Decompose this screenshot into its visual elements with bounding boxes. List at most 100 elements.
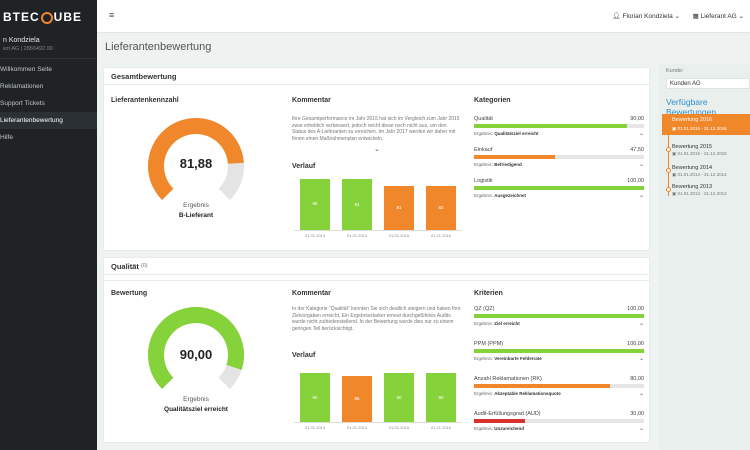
score-value: 100,00 bbox=[627, 306, 644, 312]
score-bar bbox=[474, 124, 644, 128]
rating-item-range-text: 01.01.2015 - 31.12.2015 bbox=[677, 151, 727, 156]
rating-item[interactable]: Bewertung 2014 ▣ 01.01.2014 - 31.12.2014 bbox=[672, 165, 750, 178]
score-result-value: Unzureichend bbox=[494, 426, 525, 431]
comment-text: In der Kategorie "Qualität" konnten Sie … bbox=[292, 306, 461, 332]
expand-comment-chevron-down-icon[interactable]: ⌄ bbox=[374, 146, 380, 153]
score-bar bbox=[474, 155, 644, 159]
sidebar-user-info: ezi AG | 2866492.00 bbox=[3, 46, 53, 52]
comment-title: Kommentar bbox=[292, 97, 331, 104]
expand-chevron-down-icon[interactable]: ⌄ bbox=[638, 131, 644, 137]
bar-date-label: 01.01.2016 bbox=[430, 425, 452, 430]
sidebar-item-welcome[interactable]: Willkommen Seite bbox=[0, 61, 97, 78]
rating-item-range: ▣ 01.01.2015 - 31.12.2015 bbox=[672, 151, 750, 157]
history-bar[interactable]: 82 bbox=[426, 185, 456, 230]
gauge-chart bbox=[148, 307, 244, 389]
calendar-icon: ▣ bbox=[672, 151, 677, 156]
bar-date-label: 01.01.2015 bbox=[388, 425, 410, 430]
sidebar-item-support-tickets[interactable]: Support Tickets bbox=[0, 95, 97, 112]
user-menu[interactable]: 👤︎ Florian Kondziela ⌄ bbox=[612, 12, 680, 20]
score-result-value: Ausgezeichnet bbox=[494, 193, 527, 198]
rating-item[interactable]: Bewertung 2013 ▣ 01.01.2013 - 31.12.2013 bbox=[672, 184, 750, 197]
expand-chevron-down-icon[interactable]: ⌄ bbox=[638, 162, 644, 168]
bar-value-label: 95 bbox=[312, 201, 318, 207]
card-count-badge: (0) bbox=[140, 263, 148, 269]
bar-value-label: 85 bbox=[354, 396, 360, 402]
bar-date-label: 01.01.2014 bbox=[346, 233, 368, 238]
rating-item[interactable]: Bewertung 2015 ▣ 01.01.2015 - 31.12.2015 bbox=[672, 144, 750, 157]
comment-title: Kommentar bbox=[292, 290, 331, 297]
score-bar bbox=[474, 384, 644, 388]
kpi-title: Bewertung bbox=[111, 290, 148, 297]
rating-item-range-text: 01.01.2014 - 31.12.2014 bbox=[677, 172, 727, 177]
sidebar-item-label: Reklamationen bbox=[0, 83, 44, 90]
expand-chevron-down-icon[interactable]: ⌄ bbox=[638, 193, 644, 199]
company-menu[interactable]: ▦ Lieferant AG ⌄ bbox=[693, 12, 744, 20]
score-result: Ergebnis: Qualitätsziel erreicht bbox=[474, 131, 539, 136]
expand-chevron-down-icon[interactable]: ⌄ bbox=[638, 391, 644, 397]
sidebar-item-label: Hilfe bbox=[0, 134, 14, 141]
score-result: Ergebnis: Vereinbarte Fehlerrate bbox=[474, 356, 542, 361]
user-icon: 👤︎ bbox=[612, 13, 621, 20]
score-bar-fill bbox=[474, 384, 610, 388]
bar-value-label: 82 bbox=[438, 204, 444, 210]
sidebar-item-complaints[interactable]: Reklamationen bbox=[0, 78, 97, 95]
history-bar[interactable]: 85 bbox=[342, 376, 372, 422]
rating-item-active[interactable]: Bewertung 2016 ▣ 01.01.2016 - 31.12.2016 bbox=[662, 114, 750, 135]
score-result: Ergebnis: Ziel erreicht bbox=[474, 321, 520, 326]
gauge-label: Ergebnis bbox=[183, 202, 209, 209]
divider bbox=[104, 280, 649, 281]
rating-item-range: ▣ 01.01.2014 - 31.12.2014 bbox=[672, 172, 750, 178]
history-bar[interactable]: 94 bbox=[342, 179, 372, 230]
score-result: Ergebnis: Akzeptable Reklamationsquote bbox=[474, 391, 561, 396]
bar-value-label: 90 bbox=[396, 394, 402, 400]
user-menu-label: Florian Kondziela bbox=[622, 13, 673, 20]
score-bar bbox=[474, 419, 644, 423]
expand-chevron-down-icon[interactable]: ⌄ bbox=[638, 426, 644, 432]
gauge-value: 90,00 bbox=[179, 347, 213, 362]
score-result-value: Akzeptable Reklamationsquote bbox=[494, 391, 561, 396]
score-result-label: Ergebnis: bbox=[474, 391, 494, 396]
timeline-dot-icon bbox=[666, 168, 671, 173]
expand-chevron-down-icon[interactable]: ⌄ bbox=[638, 321, 644, 327]
score-result-label: Ergebnis: bbox=[474, 426, 494, 431]
score-bar-fill bbox=[474, 314, 644, 318]
available-ratings-heading: Verfügbare Bewertungen bbox=[666, 97, 717, 117]
gauge-label: Ergebnis bbox=[183, 396, 209, 403]
topbar: ≡ 👤︎ Florian Kondziela ⌄ ▦ Lieferant AG … bbox=[97, 0, 750, 33]
score-result-value: Befriedigend bbox=[494, 162, 522, 167]
kpi-title: Lieferantenkennzahl bbox=[111, 97, 179, 104]
history-chart: 90 01.01.2013 85 01.01.2014 90 01.01.2015 90 01… bbox=[294, 368, 462, 432]
axis-line bbox=[294, 422, 462, 423]
expand-chevron-down-icon[interactable]: ⌄ bbox=[638, 356, 644, 362]
score-bar-fill bbox=[474, 349, 644, 353]
score-bar-fill bbox=[474, 419, 525, 423]
sidebar-item-supplier-rating[interactable]: Lieferantenbewertung bbox=[0, 112, 97, 129]
rating-item-title: Bewertung 2014 bbox=[672, 165, 713, 171]
app-logo[interactable]: BTEC UBE bbox=[0, 0, 97, 33]
history-bar[interactable]: 90 bbox=[300, 373, 330, 422]
score-label: Audit-Erfüllungsgrad (AUD) bbox=[474, 411, 541, 417]
history-bar[interactable]: 90 bbox=[426, 373, 456, 422]
card-header: Qualität (0) bbox=[104, 258, 649, 275]
score-label: Logistik bbox=[474, 178, 493, 184]
history-title: Verlauf bbox=[292, 352, 316, 359]
sidebar-item-help[interactable]: Hilfe bbox=[0, 129, 97, 146]
score-result: Ergebnis: Befriedigend bbox=[474, 162, 522, 167]
calendar-icon: ▣ bbox=[672, 172, 677, 177]
customer-select[interactable]: Kunden AG bbox=[666, 78, 750, 89]
gauge-chart bbox=[148, 118, 244, 200]
chevron-down-icon: ⌄ bbox=[738, 13, 744, 20]
score-result-label: Ergebnis: bbox=[474, 131, 494, 136]
calendar-icon: ▣ bbox=[672, 191, 677, 196]
history-bar[interactable]: 81 bbox=[384, 186, 414, 230]
score-value: 100,00 bbox=[627, 341, 644, 347]
history-bar[interactable]: 90 bbox=[384, 373, 414, 422]
hamburger-icon[interactable]: ≡ bbox=[109, 10, 115, 20]
score-result-value: Vereinbarte Fehlerrate bbox=[494, 356, 542, 361]
gauge-result: Qualitätsziel erreicht bbox=[164, 406, 228, 413]
categories-title: Kategorien bbox=[474, 97, 511, 104]
score-result-label: Ergebnis: bbox=[474, 162, 494, 167]
score-result-label: Ergebnis: bbox=[474, 356, 494, 361]
score-result: Ergebnis: Ausgezeichnet bbox=[474, 193, 526, 198]
history-bar[interactable]: 95 bbox=[300, 178, 330, 230]
